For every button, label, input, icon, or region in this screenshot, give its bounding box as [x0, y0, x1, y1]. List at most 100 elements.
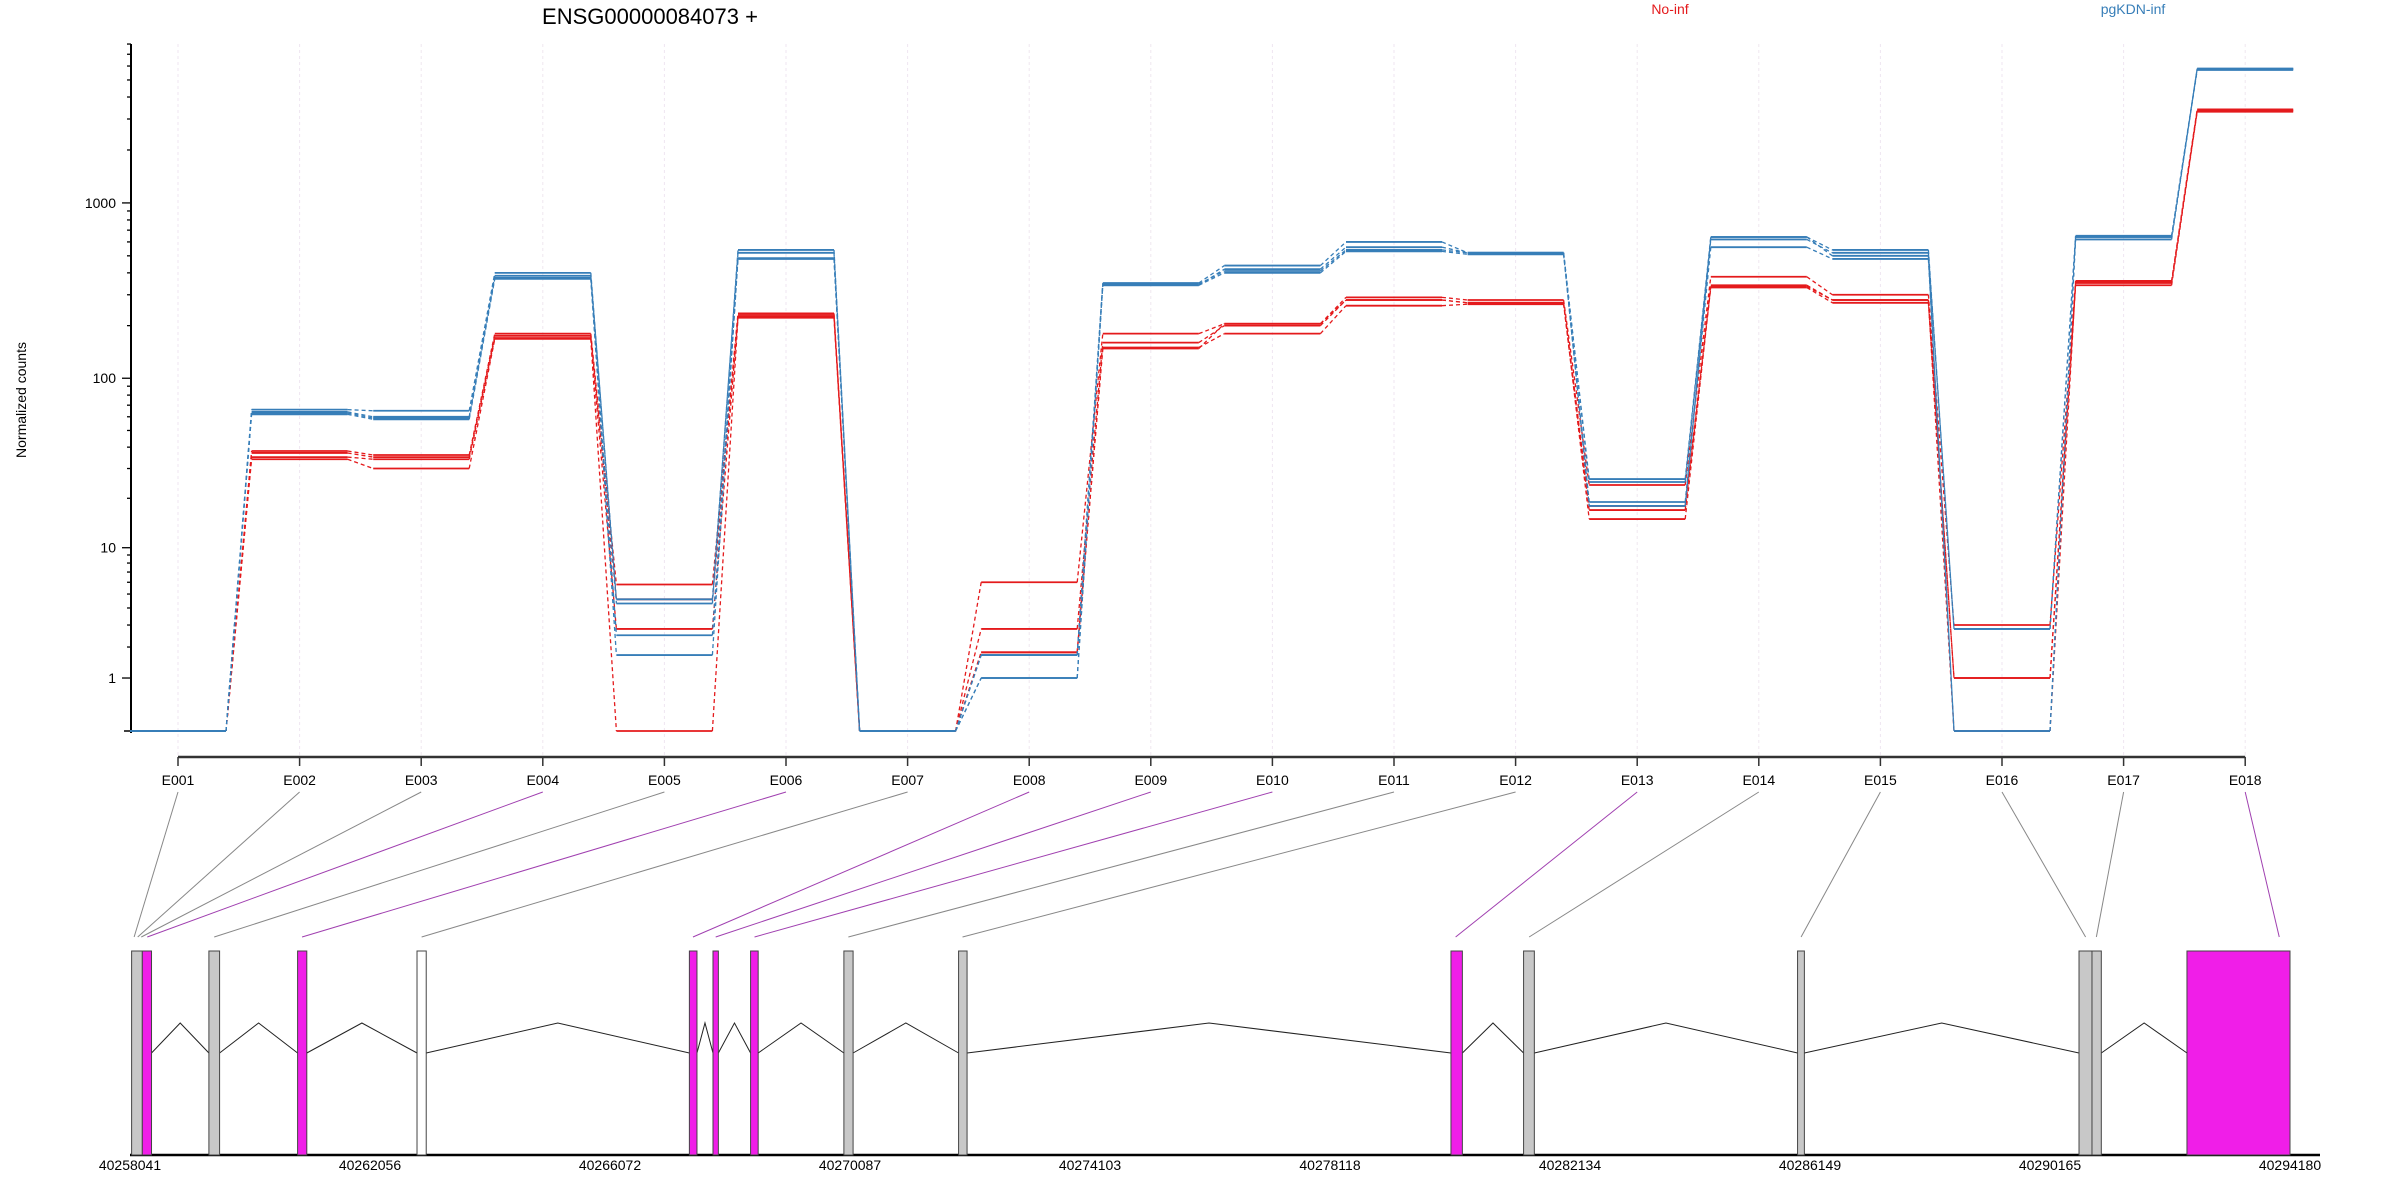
x-tick-label-e014: E014	[1742, 772, 1775, 788]
expression-connector	[347, 408, 374, 412]
x-tick-label-e013: E013	[1621, 772, 1654, 788]
expression-connector	[1198, 333, 1225, 349]
genomic-coordinate-label: 40278118	[1299, 1157, 1360, 1173]
exon-box	[843, 950, 854, 1156]
legend-pgkdn-inf: pgKDN-inf	[2101, 1, 2166, 17]
expression-connector	[1562, 252, 1590, 507]
x-tick-label-e009: E009	[1134, 772, 1167, 788]
x-tick-label-e001: E001	[162, 772, 195, 788]
bin-connector	[754, 791, 1273, 938]
x-tick-label-e004: E004	[526, 772, 559, 788]
expression-connector	[225, 459, 253, 732]
expression-connector	[1441, 250, 1468, 255]
expression-connector	[225, 411, 253, 732]
expression-connector	[590, 278, 618, 636]
expression-connector	[2049, 280, 2077, 626]
expression-connector	[1319, 246, 1347, 270]
exon-box	[141, 950, 153, 1156]
expression-connector	[1319, 249, 1347, 272]
bin-connector	[421, 791, 908, 938]
exon-box	[131, 950, 143, 1156]
expression-connector	[711, 258, 739, 636]
genomic-coordinate-label: 40258041	[99, 1157, 162, 1173]
expression-connector	[1076, 333, 1104, 583]
expression-connector	[954, 652, 982, 732]
expression-connector	[225, 414, 253, 732]
intron	[1462, 1022, 1524, 1054]
x-tick-label-e015: E015	[1864, 772, 1897, 788]
intron	[306, 1022, 418, 1054]
expression-connector	[1927, 258, 1955, 732]
expression-connector	[1198, 272, 1225, 286]
bin-connector	[848, 791, 1395, 938]
expression-connector	[1319, 241, 1347, 267]
bin-connector	[1800, 791, 1881, 938]
exon-box	[712, 950, 719, 1156]
x-tick-label-e002: E002	[283, 772, 316, 788]
genomic-coordinate-label: 40286149	[1779, 1157, 1842, 1173]
intron	[426, 1022, 690, 1054]
exon-box	[208, 950, 221, 1156]
exon-box	[688, 950, 698, 1156]
bin-connector	[147, 791, 543, 938]
expression-connector	[2170, 110, 2198, 283]
bin-connector	[1455, 791, 1638, 938]
expression-connector	[1198, 323, 1225, 335]
expression-connector	[711, 316, 739, 630]
intron	[1534, 1022, 1798, 1054]
bin-connector	[1528, 791, 1760, 938]
genomic-coordinate-label: 40282134	[1539, 1157, 1602, 1173]
expression-connector	[1198, 270, 1225, 285]
expression-connector	[347, 458, 374, 470]
expression-connector	[468, 338, 496, 469]
x-tick-label-e007: E007	[891, 772, 924, 788]
genomic-coordinate-label: 40274103	[1059, 1157, 1122, 1173]
bin-connector	[137, 791, 300, 938]
exon-box	[750, 950, 759, 1156]
expression-connector	[1319, 250, 1347, 274]
bin-connector	[301, 791, 787, 938]
expression-connector	[954, 654, 982, 732]
x-tick-label-e012: E012	[1499, 772, 1532, 788]
intron	[696, 1021, 714, 1054]
expression-connector	[2049, 236, 2077, 630]
expression-connector	[590, 277, 618, 656]
expression-connector	[1076, 284, 1104, 679]
expression-connector	[1076, 348, 1104, 653]
expression-connector	[1441, 241, 1468, 254]
expression-connector	[1198, 265, 1225, 284]
exon-box	[2186, 950, 2291, 1156]
y-tick-label: 10	[100, 540, 116, 556]
y-tick-label: 1	[108, 670, 116, 686]
exon-box	[2091, 950, 2102, 1156]
expression-connector	[1806, 285, 1833, 301]
chart-title: ENSG00000084073 +	[542, 4, 758, 29]
expression-connector	[711, 258, 739, 656]
x-tick-label-e008: E008	[1013, 772, 1046, 788]
expression-connector	[347, 452, 374, 458]
expression-connector	[347, 412, 374, 419]
bin-connector	[962, 791, 1516, 938]
expression-connector	[1806, 236, 1833, 251]
expression-connector	[1927, 255, 1955, 732]
intron	[967, 1022, 1452, 1054]
expression-connector	[225, 452, 253, 732]
genomic-coordinate-label: 40266072	[579, 1157, 642, 1173]
expression-connector	[1562, 302, 1590, 520]
expression-connector	[1806, 246, 1833, 260]
expression-connector	[468, 277, 496, 419]
intron	[219, 1022, 298, 1054]
x-tick-label-e006: E006	[770, 772, 803, 788]
genomic-coordinate-label: 40270087	[819, 1157, 882, 1173]
bin-connector	[2001, 791, 2087, 938]
bin-connector	[692, 791, 1030, 938]
genomic-coordinate-label: 40262056	[339, 1157, 402, 1173]
expression-connector	[590, 337, 618, 630]
exon-box	[416, 950, 427, 1156]
expression-connector	[2170, 69, 2198, 238]
intron	[717, 1021, 752, 1054]
intron	[151, 1022, 210, 1054]
x-tick-label-e005: E005	[648, 772, 681, 788]
intron	[2101, 1022, 2188, 1054]
